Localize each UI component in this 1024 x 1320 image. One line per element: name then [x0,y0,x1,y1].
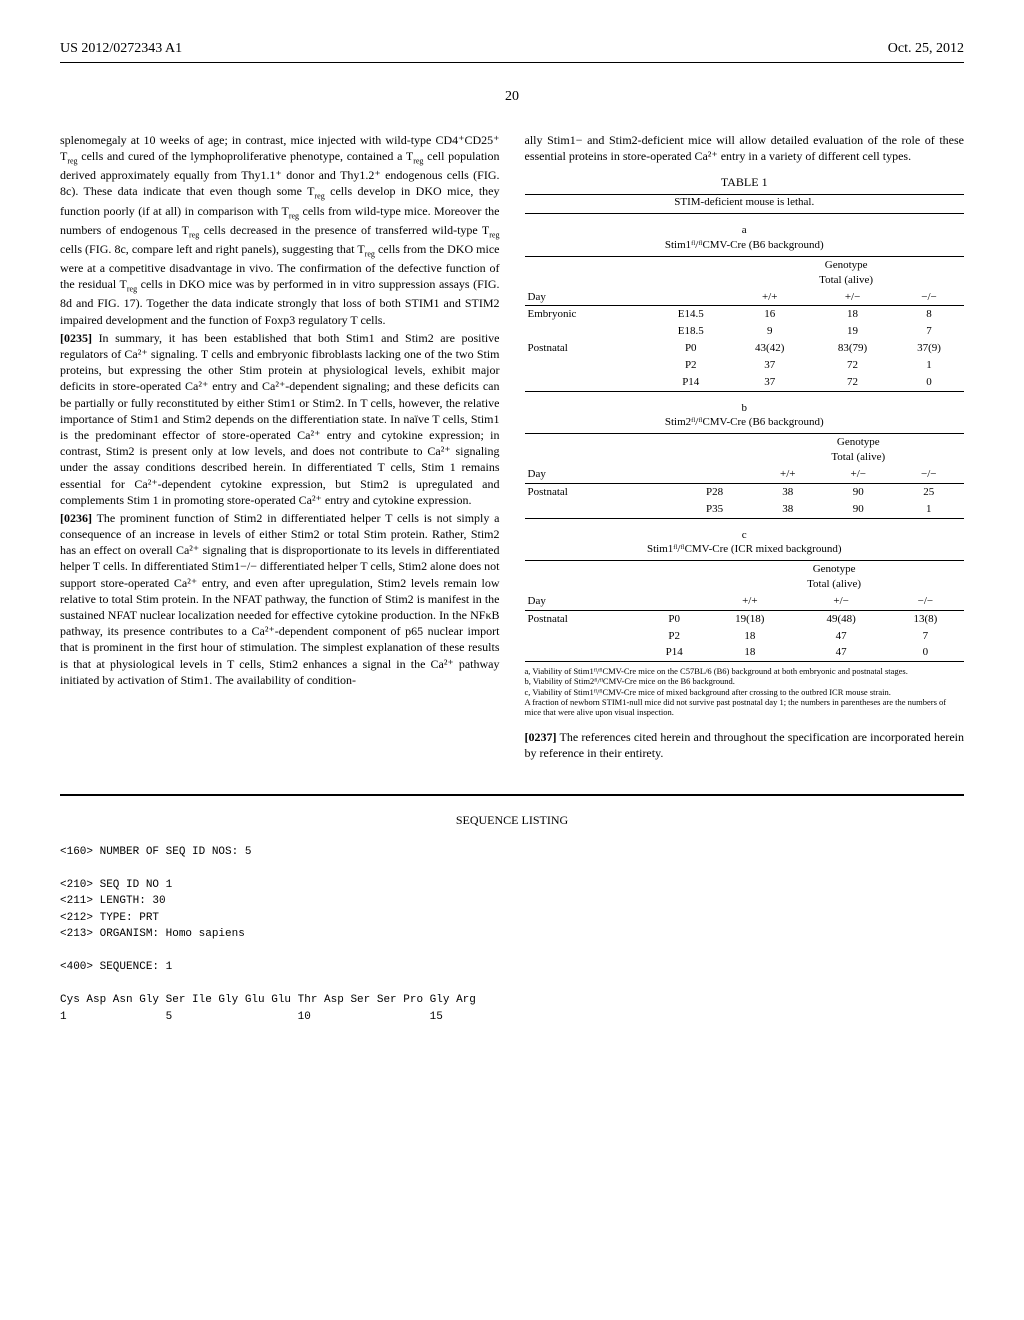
right-column: ally Stim1− and Stim2-deficient mice wil… [525,132,965,764]
sub-desc: Stim1ᶠˡ/ᶠˡCMV-Cre (ICR mixed background) [525,542,965,557]
table-c: GenotypeTotal (alive) Day+/++/−−/− Postn… [525,561,965,662]
seq-title: SEQUENCE LISTING [60,811,964,829]
seq-line: <400> SEQUENCE: 1 [60,959,964,976]
sub-letter: b [525,401,965,416]
publication-date: Oct. 25, 2012 [888,40,964,59]
left-column: splenomegaly at 10 weeks of age; in cont… [60,132,500,764]
table-sub-a: a Stim1ᶠˡ/ᶠˡCMV-Cre (B6 background) [525,220,965,257]
publication-number: US 2012/0272343 A1 [60,40,182,59]
para-num: [0236] [60,511,92,525]
seq-line: <210> SEQ ID NO 1 [60,877,964,894]
page-number: 20 [60,88,964,107]
table-sub-b: b Stim2ᶠˡ/ᶠˡCMV-Cre (B6 background) [525,398,965,435]
note-b: b, Viability of Stim2ᶠˡ/ᶠˡCMV-Cre mice o… [525,676,965,686]
para-num: [0235] [60,331,92,345]
table-a: GenotypeTotal (alive) Day+/++/−−/− Embry… [525,257,965,392]
seq-line: <213> ORGANISM: Homo sapiens [60,926,964,943]
sub-desc: Stim1ᶠˡ/ᶠˡCMV-Cre (B6 background) [525,238,965,253]
table-label: TABLE 1 [525,174,965,190]
body-text: splenomegaly at 10 weeks of age; in cont… [60,132,500,328]
seq-line: <211> LENGTH: 30 [60,893,964,910]
paragraph-235: [0235] In summary, it has been establish… [60,330,500,508]
seq-line: Cys Asp Asn Gly Ser Ile Gly Glu Glu Thr … [60,992,964,1009]
paragraph-236: [0236] The prominent function of Stim2 i… [60,510,500,688]
paragraph-237: [0237] The references cited herein and t… [525,729,965,761]
content-columns: splenomegaly at 10 weeks of age; in cont… [60,132,964,764]
seq-line: 1 5 10 15 [60,1009,964,1026]
page-header: US 2012/0272343 A1 Oct. 25, 2012 [60,40,964,63]
sub-letter: c [525,528,965,543]
sub-desc: Stim2ᶠˡ/ᶠˡCMV-Cre (B6 background) [525,415,965,430]
seq-line: <212> TYPE: PRT [60,910,964,927]
table-b: GenotypeTotal (alive) Day+/++/−−/− Postn… [525,434,965,518]
sequence-listing: SEQUENCE LISTING <160> NUMBER OF SEQ ID … [60,794,964,1026]
sub-letter: a [525,223,965,238]
body-text: ally Stim1− and Stim2-deficient mice wil… [525,132,965,164]
table-notes: a, Viability of Stim1ᶠˡ/ᶠˡCMV-Cre mice o… [525,666,965,717]
para-num: [0237] [525,730,557,744]
seq-line: <160> NUMBER OF SEQ ID NOS: 5 [60,844,964,861]
table-caption: STIM-deficient mouse is lethal. [525,194,965,214]
note-c: c, Viability of Stim1ᶠˡ/ᶠˡCMV-Cre mice o… [525,687,965,697]
table-sub-c: c Stim1ᶠˡ/ᶠˡCMV-Cre (ICR mixed backgroun… [525,525,965,562]
note-d: A fraction of newborn STIM1-null mice di… [525,697,965,717]
note-a: a, Viability of Stim1ᶠˡ/ᶠˡCMV-Cre mice o… [525,666,965,676]
